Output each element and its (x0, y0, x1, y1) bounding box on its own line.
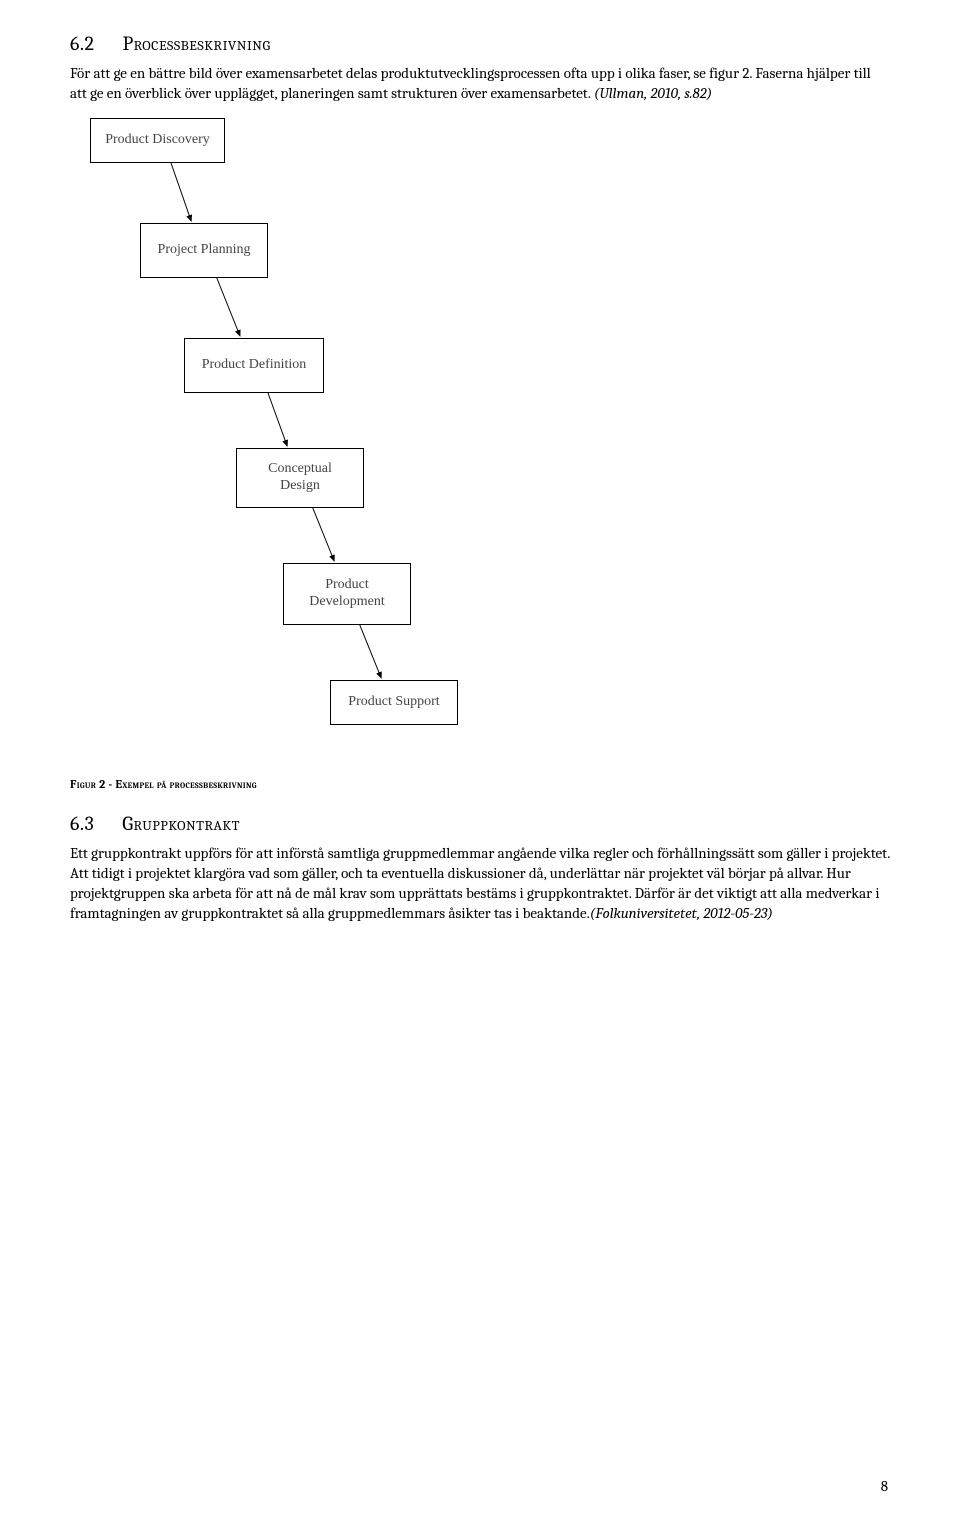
para-citation: (Folkuniversitetet, 2012-05-23) (590, 904, 773, 922)
para-text: För att ge en bättre bild över examensar… (70, 64, 871, 102)
section-number: 6.2 (70, 30, 94, 57)
flow-node: ProductDevelopment (283, 563, 411, 625)
flow-node: Project Planning (140, 223, 268, 278)
page-number: 8 (881, 1476, 888, 1496)
section-heading-62: 6.2 Processbeskrivning (70, 30, 890, 57)
section-number: 6.3 (70, 810, 94, 837)
figure-2-caption: Figur 2 - Exempel på processbeskrivning (70, 776, 890, 792)
section-62-paragraph: För att ge en bättre bild över examensar… (70, 63, 890, 104)
para-citation: (Ullman, 2010, s.82) (594, 84, 712, 102)
flow-node: Product Definition (184, 338, 324, 393)
flow-node: ConceptualDesign (236, 448, 364, 508)
section-title: Gruppkontrakt (122, 812, 240, 835)
flow-node: Product Support (330, 680, 458, 725)
figure-2-wrap: Product Discovery Project Planning Product… (70, 118, 890, 758)
section-heading-63: 6.3 Gruppkontrakt (70, 810, 890, 837)
flowchart-diagram: Product Discovery Project Planning Product… (78, 118, 498, 758)
bottom-spacer (70, 938, 890, 1198)
section-63-paragraph: Ett gruppkontrakt uppförs för att införs… (70, 843, 890, 924)
section-title: Processbeskrivning (122, 32, 270, 55)
flowchart-svg (78, 118, 498, 758)
flow-node: Product Discovery (90, 118, 225, 163)
